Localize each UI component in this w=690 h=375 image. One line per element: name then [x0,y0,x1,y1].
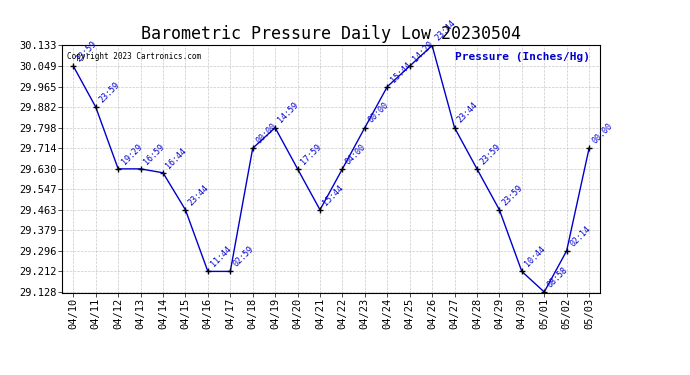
Text: 23:44: 23:44 [456,101,480,125]
Text: 00:00: 00:00 [591,122,615,146]
Text: Pressure (Inches/Hg): Pressure (Inches/Hg) [455,53,589,62]
Text: 23:44: 23:44 [187,183,211,207]
Text: 08:58: 08:58 [546,265,570,289]
Text: Copyright 2023 Cartronics.com: Copyright 2023 Cartronics.com [68,53,201,62]
Text: 23:44: 23:44 [433,19,457,43]
Text: 04:00: 04:00 [344,142,368,166]
Text: 15:44: 15:44 [388,60,413,84]
Text: 16:59: 16:59 [142,142,166,166]
Text: 23:59: 23:59 [97,80,121,104]
Text: 19:29: 19:29 [119,142,144,166]
Text: 16:44: 16:44 [164,146,188,170]
Text: 15:44: 15:44 [322,183,346,207]
Text: 02:59: 02:59 [232,244,256,268]
Text: 23:59: 23:59 [75,39,99,63]
Text: 14:20: 14:20 [411,39,435,63]
Text: 00:00: 00:00 [366,101,391,125]
Text: 14:59: 14:59 [277,101,301,125]
Text: 23:59: 23:59 [478,142,502,166]
Text: 00:00: 00:00 [254,122,278,146]
Text: 17:59: 17:59 [299,142,323,166]
Text: 11:44: 11:44 [209,244,233,268]
Text: 02:14: 02:14 [568,224,592,248]
Title: Barometric Pressure Daily Low 20230504: Barometric Pressure Daily Low 20230504 [141,26,521,44]
Text: 10:44: 10:44 [523,244,547,268]
Text: 23:59: 23:59 [501,183,525,207]
